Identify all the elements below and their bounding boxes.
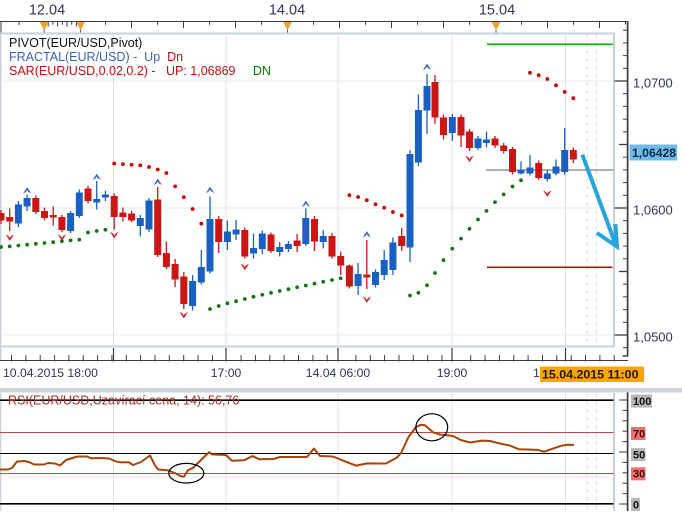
- svg-text:70: 70: [633, 428, 645, 440]
- svg-text:RSI(EUR/USD,Uzavírací cena, 14: RSI(EUR/USD,Uzavírací cena, 14): 56,76: [8, 394, 239, 408]
- svg-text:FRACTAL(EUR/USD) - Up Dn: FRACTAL(EUR/USD) - Up Dn: [9, 50, 183, 64]
- svg-text:30: 30: [633, 469, 645, 481]
- svg-text:1,0600: 1,0600: [633, 203, 673, 218]
- svg-text:1,0700: 1,0700: [633, 76, 673, 91]
- svg-text:12.04: 12.04: [29, 3, 65, 19]
- svg-text:14.04: 14.04: [269, 3, 305, 19]
- svg-text:1,0500: 1,0500: [633, 330, 673, 345]
- svg-text:50: 50: [633, 449, 645, 461]
- svg-text:14.04 06:00: 14.04 06:00: [306, 366, 371, 380]
- svg-text:SAR(EUR/USD,0.02,0.2) - UP:: SAR(EUR/USD,0.02,0.2) - UP: 1,06869 DN: [9, 64, 271, 78]
- svg-text:15.04.2015 11:00: 15.04.2015 11:00: [542, 368, 639, 382]
- svg-text:10.04.2015 18:00: 10.04.2015 18:00: [3, 366, 98, 380]
- svg-text:19:00: 19:00: [437, 366, 468, 380]
- svg-text:17:00: 17:00: [211, 366, 242, 380]
- svg-text:PIVOT(EUR/USD,Pivot): PIVOT(EUR/USD,Pivot): [9, 36, 142, 50]
- svg-text:100: 100: [633, 396, 651, 408]
- svg-text:15.04: 15.04: [479, 3, 515, 19]
- svg-text:1,06428: 1,06428: [632, 146, 676, 160]
- svg-text:0: 0: [633, 499, 639, 511]
